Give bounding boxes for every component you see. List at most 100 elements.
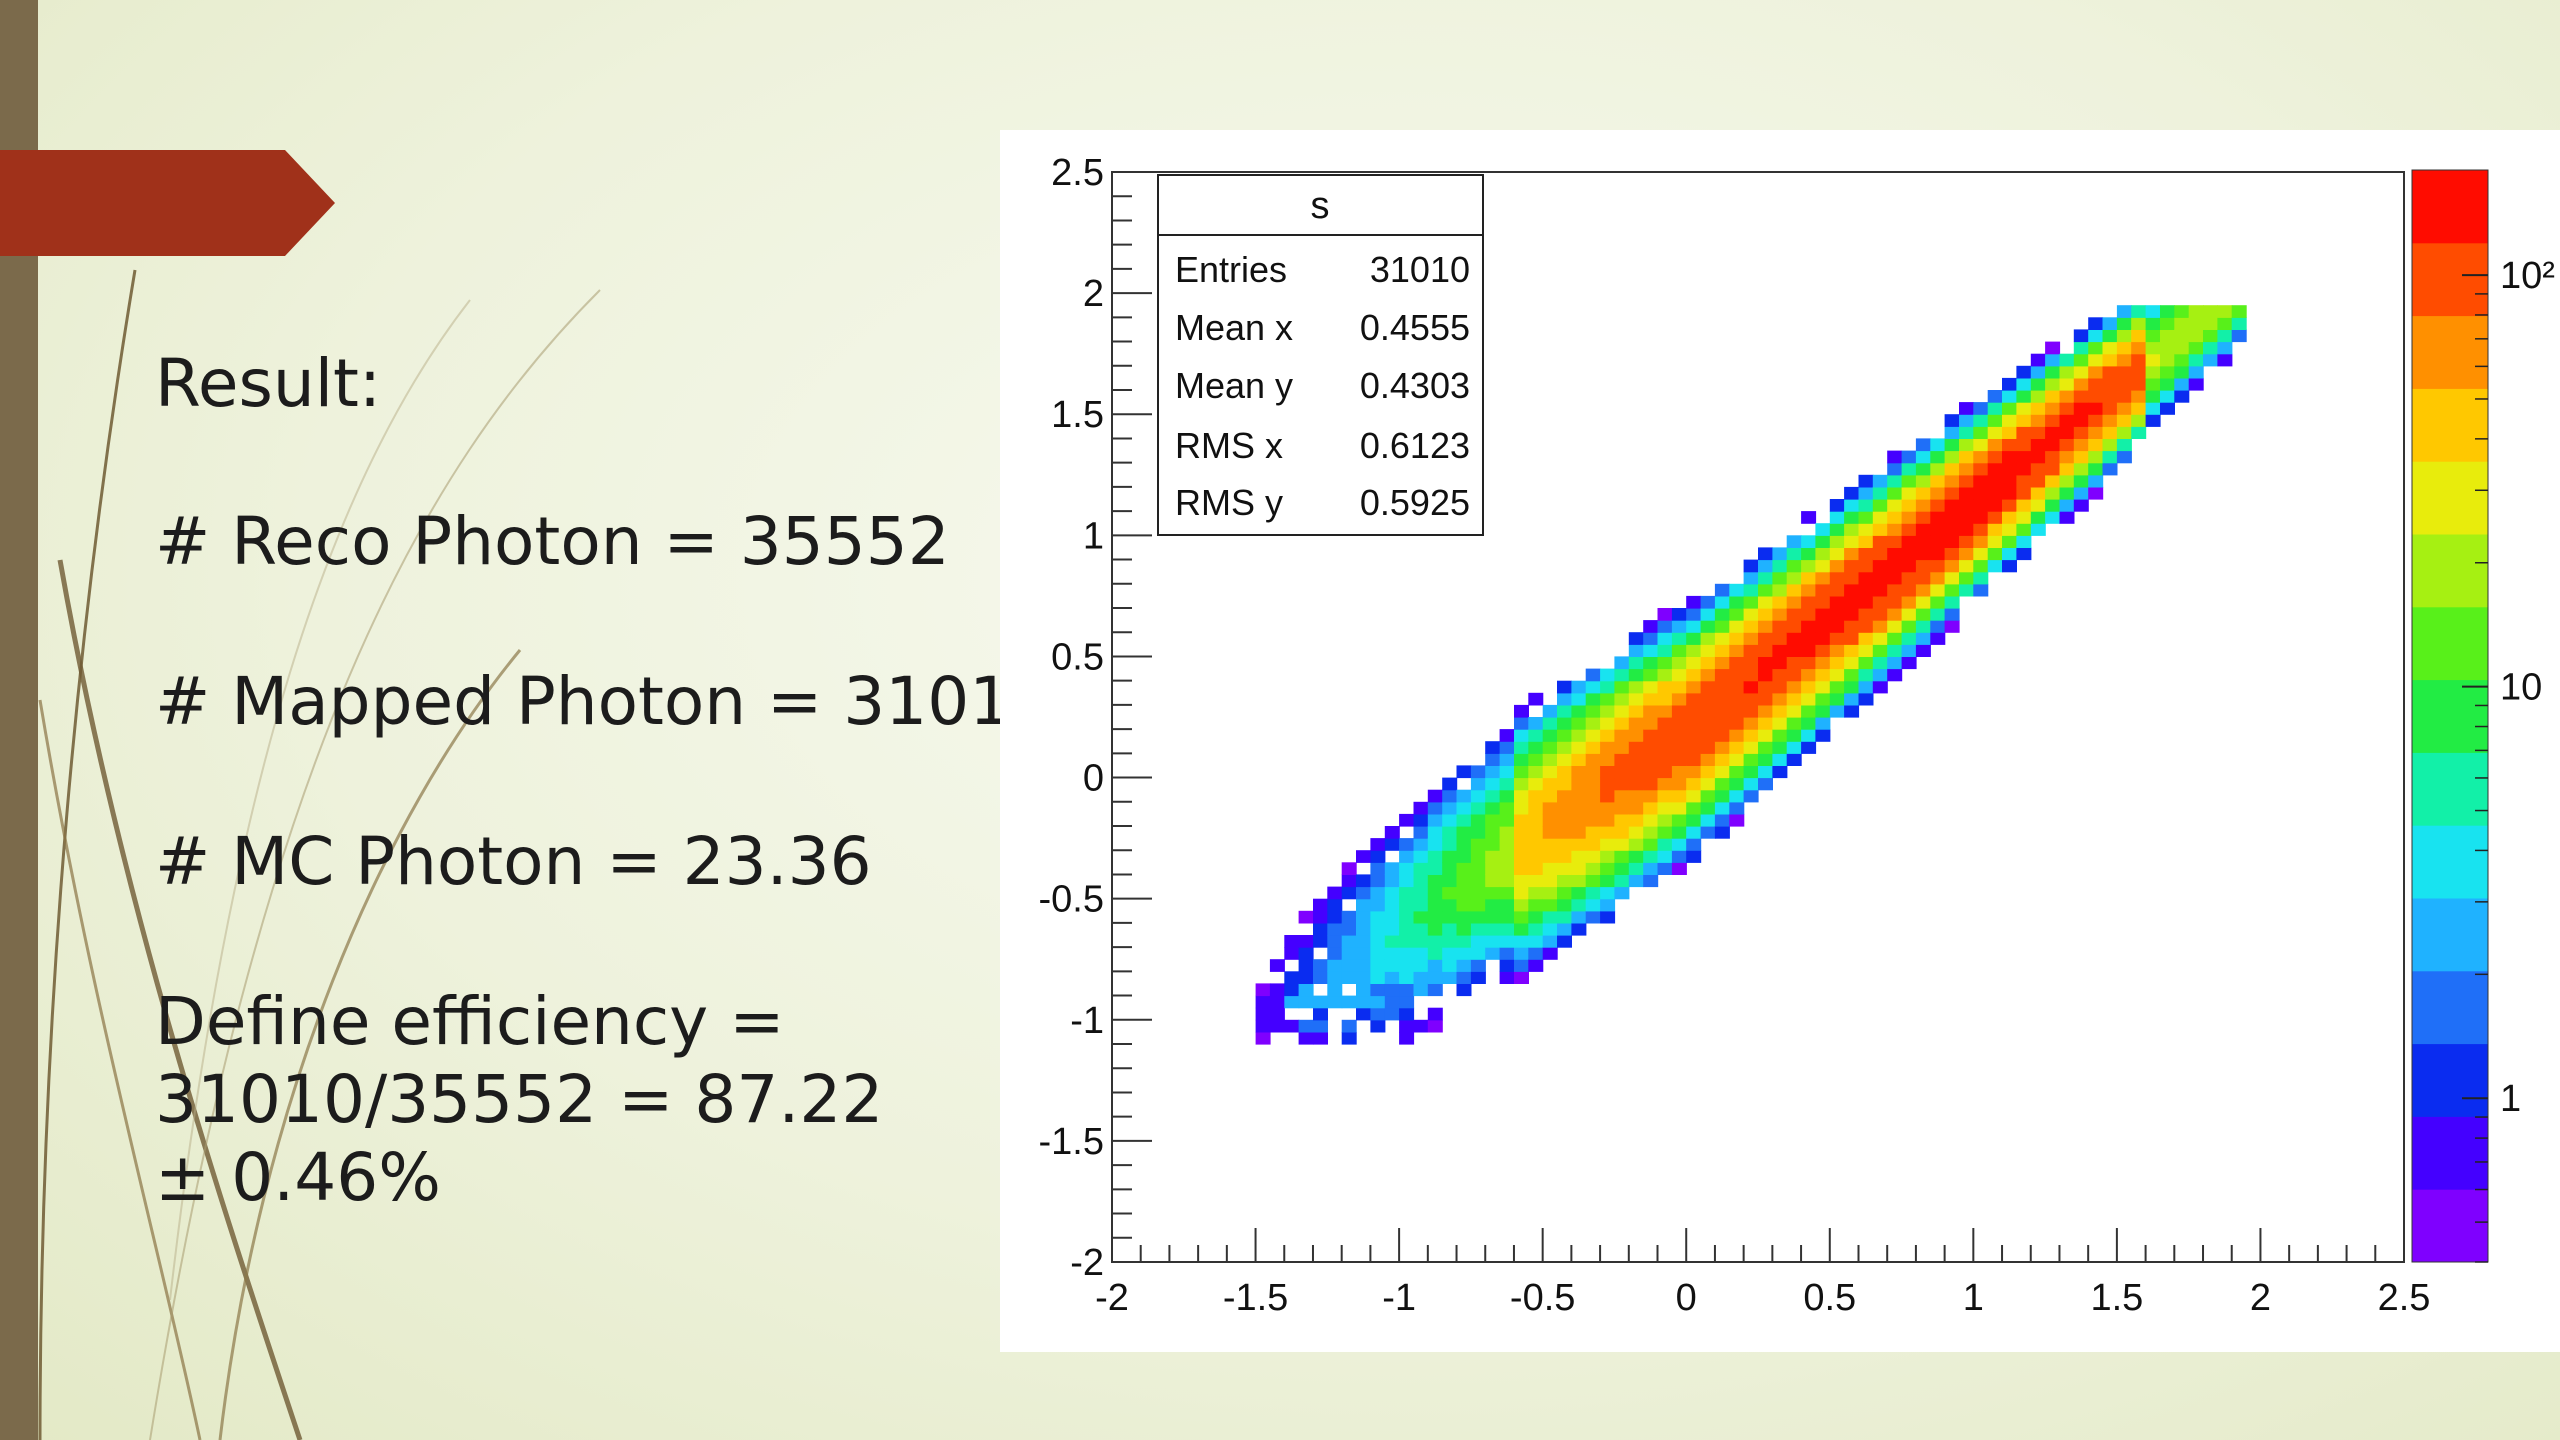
heatmap-cell	[1686, 826, 1702, 839]
heatmap-cell	[1614, 826, 1630, 839]
heatmap-cell	[1427, 874, 1443, 888]
heatmap-cell	[2145, 390, 2161, 403]
heatmap-cell	[1901, 474, 1917, 488]
heatmap-cell	[1657, 826, 1673, 839]
heatmap-cell	[1499, 729, 1515, 742]
heatmap-cell	[2073, 414, 2089, 427]
heatmap-cell	[1858, 595, 1874, 609]
heatmap-cell	[1499, 910, 1515, 924]
heatmap-cell	[2073, 474, 2089, 488]
z-tick-label: 1	[2500, 1078, 2521, 1120]
heatmap-cell	[1499, 789, 1515, 803]
heatmap-cell	[2102, 365, 2118, 379]
heatmap-cell	[2203, 329, 2218, 343]
heatmap-cell	[1786, 608, 1802, 621]
heatmap-cell	[1514, 741, 1529, 754]
heatmap-cell	[1413, 886, 1429, 900]
heatmap-cell	[1298, 935, 1314, 948]
heatmap-cell	[1758, 680, 1773, 694]
heatmap-cell	[1528, 886, 1544, 900]
heatmap-cell	[1399, 898, 1415, 912]
heatmap-cell	[2030, 438, 2046, 452]
heatmap-cell	[1930, 583, 1946, 597]
heatmap-cell	[1313, 910, 1328, 924]
heatmap-cell	[1456, 983, 1472, 997]
heatmap-cell	[2073, 365, 2089, 379]
heatmap-cell	[1944, 583, 1960, 597]
heatmap-cell	[2059, 353, 2075, 367]
heatmap-cell	[1499, 959, 1515, 972]
heatmap-cell	[1844, 656, 1860, 670]
y-tick-label: -1	[1070, 1000, 1104, 1042]
heatmap-cell	[2016, 450, 2032, 464]
heatmap-cell	[2174, 377, 2190, 391]
heatmap-cell	[1399, 947, 1415, 960]
heatmap-cell	[1671, 862, 1687, 875]
heatmap-cell	[1930, 486, 1946, 500]
heatmap-cell	[1470, 789, 1486, 803]
heatmap-cell	[1399, 874, 1415, 888]
stats-rmsy-label: RMS y	[1175, 482, 1283, 523]
heatmap-cell	[1327, 910, 1343, 924]
heatmap-cell	[1829, 499, 1845, 512]
heatmap-cell	[2174, 305, 2190, 318]
heatmap-cell	[1255, 983, 1271, 997]
heatmap-cell	[1399, 935, 1415, 948]
heatmap-cell	[1356, 947, 1371, 960]
heatmap-cell	[1442, 789, 1458, 803]
heatmap-cell	[1729, 680, 1745, 694]
heatmap-cell	[2188, 341, 2204, 355]
heatmap-cell	[1542, 765, 1558, 779]
heatmap-cell	[1944, 414, 1960, 427]
heatmap-cell	[1686, 680, 1702, 694]
heatmap-cell	[2217, 341, 2233, 355]
heatmap-cell	[1370, 1019, 1386, 1033]
heatmap-cell	[1786, 668, 1802, 682]
heatmap-cell	[1557, 729, 1572, 742]
heatmap-cell	[1485, 898, 1501, 912]
heatmap-cell	[1284, 995, 1300, 1009]
heatmap-cell	[1614, 765, 1630, 779]
heatmap-cell	[1743, 777, 1759, 791]
heatmap-cell	[1413, 1019, 1429, 1033]
heatmap-cell	[1399, 886, 1415, 900]
heatmap-cell	[2002, 535, 2017, 548]
heatmap-cell	[1743, 583, 1759, 597]
heatmap-cell	[1600, 729, 1616, 742]
heatmap-cell	[1542, 874, 1558, 888]
heatmap-cell	[1456, 789, 1472, 803]
heatmap-cell	[1485, 741, 1501, 754]
heatmap-cell	[1858, 656, 1874, 670]
heatmap-cell	[1499, 801, 1515, 815]
heatmap-cell	[1686, 704, 1702, 718]
heatmap-cell	[1571, 910, 1587, 924]
heatmap-cell	[1600, 826, 1616, 839]
heatmap-cell	[1470, 838, 1486, 851]
heatmap-cell	[1772, 595, 1788, 609]
heatmap-cell	[1298, 995, 1314, 1009]
heatmap-cell	[1815, 620, 1831, 633]
heatmap-cell	[1901, 608, 1917, 621]
heatmap-cell	[2131, 414, 2147, 427]
heatmap-cell	[1643, 862, 1659, 875]
heatmap-cell	[2030, 353, 2046, 367]
heatmap-cell	[2231, 329, 2247, 343]
heatmap-cell	[1456, 801, 1472, 815]
heatmap-cell	[1801, 656, 1817, 670]
heatmap-cell	[2131, 365, 2147, 379]
heatmap-cell	[1872, 486, 1888, 500]
heatmap-cell	[1829, 547, 1845, 561]
heatmap-cell	[1557, 922, 1572, 936]
palette-band	[2412, 898, 2488, 972]
x-tick-label: 0.5	[1803, 1277, 1856, 1319]
heatmap-cell	[2145, 329, 2161, 343]
heatmap-cell	[1356, 898, 1371, 912]
heatmap-cell	[1614, 692, 1630, 706]
heatmap-cell	[2030, 450, 2046, 464]
heatmap-cell	[1628, 680, 1644, 694]
heatmap-cell	[1657, 741, 1673, 754]
heatmap-cell	[1887, 523, 1903, 536]
heatmap-cell	[1901, 632, 1917, 645]
heatmap-cell	[1872, 523, 1888, 536]
heatmap-cell	[2088, 402, 2104, 415]
